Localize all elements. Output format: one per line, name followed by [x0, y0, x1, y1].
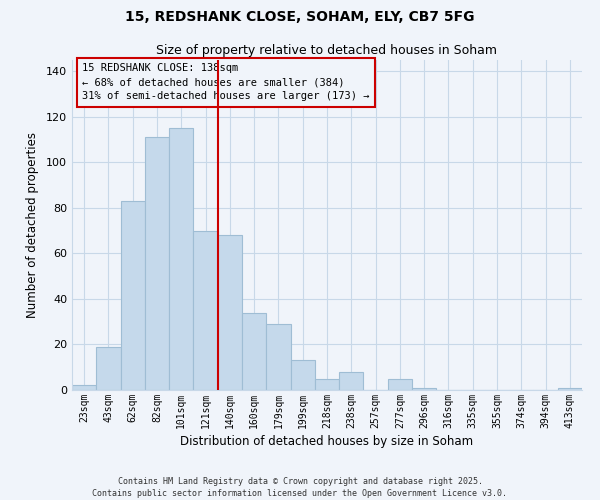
- Bar: [169, 128, 193, 390]
- Bar: [290, 360, 315, 390]
- Bar: [315, 378, 339, 390]
- Bar: [96, 347, 121, 390]
- Bar: [266, 324, 290, 390]
- Bar: [339, 372, 364, 390]
- Bar: [72, 386, 96, 390]
- Bar: [412, 388, 436, 390]
- Bar: [218, 235, 242, 390]
- Title: Size of property relative to detached houses in Soham: Size of property relative to detached ho…: [157, 44, 497, 58]
- Bar: [121, 201, 145, 390]
- Y-axis label: Number of detached properties: Number of detached properties: [26, 132, 39, 318]
- X-axis label: Distribution of detached houses by size in Soham: Distribution of detached houses by size …: [181, 435, 473, 448]
- Bar: [242, 312, 266, 390]
- Bar: [193, 230, 218, 390]
- Text: 15 REDSHANK CLOSE: 138sqm
← 68% of detached houses are smaller (384)
31% of semi: 15 REDSHANK CLOSE: 138sqm ← 68% of detac…: [82, 64, 370, 102]
- Bar: [145, 138, 169, 390]
- Text: 15, REDSHANK CLOSE, SOHAM, ELY, CB7 5FG: 15, REDSHANK CLOSE, SOHAM, ELY, CB7 5FG: [125, 10, 475, 24]
- Text: Contains HM Land Registry data © Crown copyright and database right 2025.
Contai: Contains HM Land Registry data © Crown c…: [92, 476, 508, 498]
- Bar: [388, 378, 412, 390]
- Bar: [558, 388, 582, 390]
